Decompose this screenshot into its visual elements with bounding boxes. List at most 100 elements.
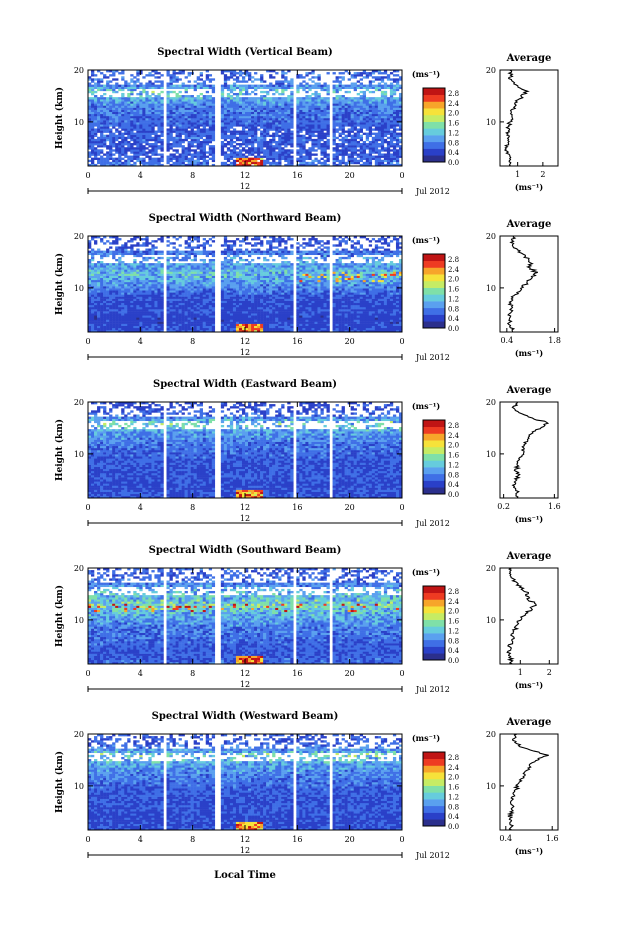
heatmap-cell	[344, 124, 348, 127]
heatmap-cell	[127, 132, 131, 135]
heatmap-cell	[145, 163, 149, 167]
heatmap-cell	[263, 107, 267, 110]
heatmap-cell	[377, 103, 382, 106]
heatmap-cell	[235, 92, 240, 96]
heatmap-cell	[395, 317, 400, 320]
heatmap-cell	[248, 113, 252, 117]
heatmap-cell	[112, 107, 116, 110]
heatmap-cell	[251, 140, 255, 144]
heatmap-cell	[341, 103, 345, 106]
heatmap-cell	[257, 128, 261, 131]
heatmap-cell	[296, 159, 300, 163]
heatmap-cell	[386, 321, 391, 324]
heatmap-cell	[398, 329, 403, 333]
heatmap-cell	[178, 90, 182, 94]
heatmap-cell	[136, 321, 140, 324]
heatmap-cell	[154, 95, 158, 98]
heatmap-cell	[235, 311, 240, 314]
heatmap-cell	[287, 329, 291, 333]
heatmap-cell	[272, 329, 276, 333]
heatmap-cell	[341, 145, 345, 148]
heatmap-cell	[124, 163, 128, 167]
heatmap-cell	[278, 128, 282, 131]
heatmap-cell	[157, 147, 161, 150]
heatmap-cell	[208, 86, 213, 90]
heatmap-cell	[338, 323, 342, 326]
heatmap-cell	[100, 95, 104, 98]
heatmap-cell	[130, 149, 134, 152]
heatmap-cell	[211, 109, 216, 112]
heatmap-cell	[88, 136, 92, 140]
heatmap-cell	[184, 126, 188, 129]
heatmap-cell	[169, 145, 173, 148]
heatmap-cell	[169, 315, 173, 318]
heatmap-cell	[323, 103, 327, 106]
heatmap-cell	[287, 80, 291, 83]
heatmap-cell	[127, 145, 131, 148]
heatmap-cell	[109, 323, 113, 326]
heatmap-cell	[389, 124, 394, 127]
heatmap-cell	[184, 120, 188, 123]
heatmap-cell	[160, 313, 164, 316]
heatmap-cell	[383, 159, 388, 163]
heatmap-cell	[251, 130, 255, 133]
heatmap-cell	[362, 315, 367, 318]
heatmap-cell	[139, 145, 143, 148]
heatmap-cell	[97, 159, 101, 163]
heatmap-cell	[263, 304, 267, 308]
heatmap-cell	[211, 147, 216, 150]
heatmap-cell	[136, 149, 140, 152]
heatmap-cell	[181, 126, 185, 129]
heatmap-cell	[172, 84, 176, 87]
heatmap-cell	[157, 95, 161, 98]
heatmap-cell	[103, 84, 107, 87]
heatmap-cell	[133, 319, 137, 322]
heatmap-cell	[232, 86, 237, 90]
heatmap-cell	[374, 319, 379, 322]
heatmap-cell	[347, 120, 351, 123]
heatmap-cell	[127, 124, 131, 127]
heatmap-cell	[151, 111, 155, 115]
heatmap-cell	[248, 76, 252, 79]
heatmap-cell	[223, 107, 228, 110]
heatmap-cell	[229, 120, 234, 123]
heatmap-cell	[257, 103, 261, 106]
heatmap-cell	[299, 313, 303, 316]
heatmap-cell	[281, 101, 285, 104]
heatmap-cell	[377, 118, 382, 121]
heatmap-cell	[88, 323, 92, 326]
heatmap-cell	[269, 103, 273, 106]
heatmap-cell	[284, 329, 288, 333]
heatmap-cell	[187, 97, 191, 100]
heatmap-cell	[88, 120, 92, 123]
heatmap-cell	[251, 109, 255, 112]
heatmap-cell	[103, 128, 107, 131]
heatmap-cell	[229, 84, 234, 87]
heatmap-cell	[205, 130, 210, 133]
heatmap-cell	[115, 302, 119, 306]
heatmap-cell	[245, 103, 249, 106]
heatmap-cell	[296, 84, 300, 87]
heatmap-cell	[208, 74, 213, 77]
heatmap-cell	[347, 138, 351, 142]
heatmap-cell	[386, 163, 391, 167]
heatmap-cell	[287, 82, 291, 85]
heatmap-cell	[392, 315, 397, 318]
average-frame	[499, 69, 559, 167]
heatmap-cell	[181, 105, 185, 108]
heatmap-cell	[193, 118, 197, 121]
heatmap-cell	[257, 321, 261, 324]
heatmap-cell	[323, 84, 327, 87]
heatmap-cell	[193, 315, 197, 318]
heatmap-cell	[362, 122, 367, 125]
heatmap-cell	[106, 317, 110, 320]
heatmap-cell	[278, 147, 282, 150]
heatmap-cell	[359, 136, 363, 140]
heatmap-cell	[296, 118, 300, 121]
heatmap-cell	[124, 309, 128, 312]
heatmap-cell	[341, 304, 345, 308]
heatmap-cell	[103, 140, 107, 144]
heatmap-cell	[103, 122, 107, 125]
heatmap-cell	[139, 140, 143, 144]
heatmap-cell	[281, 128, 285, 131]
